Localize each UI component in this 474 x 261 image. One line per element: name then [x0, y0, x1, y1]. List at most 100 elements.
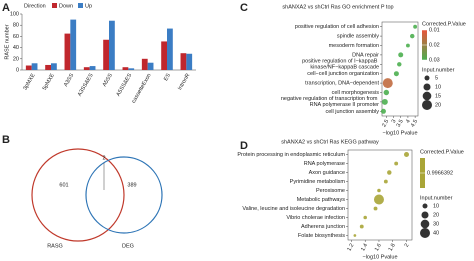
panel-label: D [240, 140, 248, 152]
bar [89, 66, 96, 70]
panel-label: A [2, 2, 10, 14]
dot [353, 234, 357, 237]
x-tick-label: 1.8 [388, 243, 397, 253]
x-tick-label: 2 [404, 243, 411, 249]
legend-swatch [52, 3, 57, 8]
size-legend-label: 30 [433, 221, 439, 227]
chart-title: shANXA2 vs shCtrl Ras GO enrichment P to… [282, 4, 393, 10]
x-tick-label: 5pMXE [42, 72, 56, 91]
category-label: negative regulation of transcription fro… [281, 96, 379, 108]
bar [83, 67, 90, 70]
color-tick-label: 0.03 [429, 57, 440, 63]
bar [31, 63, 38, 70]
y-tick-label: 40 [13, 45, 19, 51]
dot [383, 89, 390, 96]
x-tick-label: IntronR [177, 73, 191, 92]
x-tick-label: 4.5 [410, 119, 419, 129]
panel-label: C [240, 2, 248, 14]
dot [394, 161, 399, 166]
size-legend-label: 20 [435, 102, 441, 108]
category-label: DNA repair [352, 52, 379, 58]
bar [167, 28, 173, 71]
size-legend-dot [420, 219, 430, 229]
dot [382, 78, 393, 89]
category-label: Folate biosynthesis [298, 233, 345, 239]
x-tick-label: A3SS [63, 72, 75, 87]
bar [109, 20, 115, 70]
bar [186, 53, 193, 70]
size-legend-label: 10 [435, 84, 441, 90]
venn-set [85, 156, 163, 234]
venn-overlap: 2 [102, 155, 105, 161]
chart-title: shANXA2 vs shCtrl Ras KEGG pathway [281, 139, 379, 145]
color-legend-title: Corrected.P.Value [422, 21, 466, 27]
color-tick-label: 0.9966392 [427, 170, 453, 176]
category-label: RNA polymerase [304, 161, 345, 167]
y-tick-label: 20 [13, 56, 19, 62]
category-label: cell junction assembly [326, 109, 380, 115]
bar [161, 41, 167, 70]
x-tick-label: 1.4 [360, 243, 369, 253]
y-axis-title: RASE number [4, 24, 10, 59]
panel-label: B [2, 134, 10, 146]
x-tick-label: cassetteExon [131, 73, 153, 105]
y-tick-label: 60 [13, 34, 19, 40]
x-tick-label: ES [163, 72, 172, 82]
category-label: cell−cell junction organization [307, 71, 379, 77]
bar [64, 33, 71, 70]
dot [387, 170, 392, 175]
category-label: Adherens junction [301, 224, 345, 230]
dot [373, 206, 378, 211]
category-label: transcription, DNA−dependent [305, 81, 379, 87]
size-legend-title: Input.number [420, 195, 453, 201]
bar [128, 68, 135, 70]
x-axis-title: −log10 Pvalue [362, 254, 397, 260]
x-tick-label: 3.5 [396, 119, 405, 129]
bar [141, 58, 148, 70]
plot-frame [347, 149, 413, 241]
size-legend-title: Input.number [422, 67, 455, 73]
dot [397, 62, 402, 67]
category-label: cell morphogenesis [332, 90, 380, 96]
bar [147, 62, 154, 70]
y-tick-label: 100 [10, 11, 19, 17]
bar [70, 19, 77, 71]
color-tick-label: 0.01 [429, 27, 440, 33]
category-label: Protein processing in endoplasmic reticu… [237, 152, 345, 158]
bar [122, 67, 129, 70]
x-tick-label: 4 [405, 119, 412, 125]
x-tick-label: 1.6 [374, 243, 383, 253]
x-tick-label: A5SS [102, 72, 114, 87]
dot [413, 24, 418, 29]
dot [403, 152, 409, 157]
category-label: Peroxisome [316, 188, 345, 194]
size-legend-dot [421, 211, 429, 219]
category-label: positive regulation of cell adhesion [295, 24, 379, 30]
size-legend-dot [424, 75, 430, 81]
plot-frame [381, 21, 419, 117]
category-label: Pyrimidine metabolism [290, 179, 346, 185]
category-label: positive regulation of I−kappaB kinase/N… [302, 59, 379, 71]
venn-count: 601 [59, 182, 68, 188]
bar [25, 65, 32, 70]
dot [377, 188, 381, 193]
venn-label: RASG [47, 243, 63, 249]
bar [45, 64, 51, 70]
dot [405, 43, 410, 48]
category-label: Valine, leucine and isoleucine degradati… [242, 206, 345, 212]
category-label: Metabolic pathways [297, 197, 346, 203]
x-tick-label: 3pMXE [22, 72, 36, 91]
legend-label: Up [85, 3, 92, 9]
category-label: mesoderm formation [329, 43, 379, 49]
x-tick-label: 3 [391, 119, 398, 125]
dot [398, 52, 404, 58]
x-tick-label: 2.5 [381, 119, 390, 129]
dot [380, 108, 386, 114]
legend-title: Direction [24, 3, 46, 9]
dot [373, 194, 384, 205]
dot [359, 224, 364, 229]
size-legend-dot [422, 203, 428, 209]
legend-swatch [78, 3, 83, 8]
dot [383, 179, 388, 184]
